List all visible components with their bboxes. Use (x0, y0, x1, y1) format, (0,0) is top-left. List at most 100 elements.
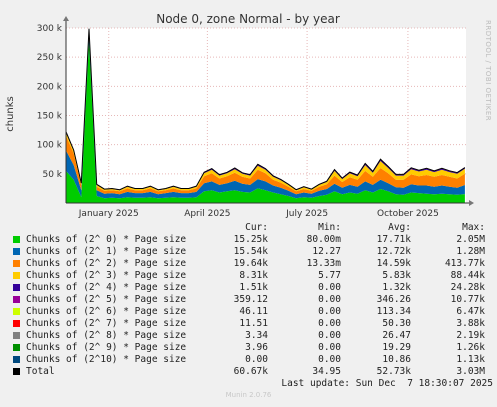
legend-row: Chunks of (2^ 6) * Page size 46.11 0.00 113… (10, 306, 490, 318)
header-cur: Cur: (245, 222, 268, 233)
legend-rows: Chunks of (2^ 0) * Page size 15.25k 80.00m… (10, 234, 490, 378)
legend-swatch (13, 284, 20, 291)
legend-row: Chunks of (2^ 1) * Page size 15.54k 12.27 1… (10, 246, 490, 258)
legend-avg: 52.73k (376, 366, 411, 377)
legend-max: 10.77k (450, 294, 485, 305)
legend-cur: 3.96 (245, 342, 268, 353)
y-tick-label: 300 k (37, 24, 63, 34)
legend-min: 5.77 (318, 270, 341, 281)
legend-min: 80.00m (306, 234, 341, 245)
legend-max: 1.28M (456, 246, 485, 257)
legend-avg: 1.32k (382, 282, 411, 293)
legend-swatch (13, 368, 20, 375)
x-tick-label: July 2025 (285, 209, 328, 219)
legend-series-name: Chunks of (2^10) * Page size (26, 354, 187, 365)
legend-min: 0.00 (318, 282, 341, 293)
legend-avg: 19.29 (382, 342, 411, 353)
legend-series-name: Chunks of (2^ 1) * Page size (26, 246, 187, 257)
y-tick-label: 250 k (37, 53, 63, 63)
stacked-areas (65, 28, 466, 204)
legend-header: Cur: Min: Avg: Max: (10, 222, 490, 234)
legend-min: 34.95 (312, 366, 341, 377)
legend-max: 3.88k (456, 318, 485, 329)
legend-row: Chunks of (2^ 0) * Page size 15.25k 80.00m… (10, 234, 490, 246)
legend-min: 12.27 (312, 246, 341, 257)
x-tick-label: January 2025 (78, 209, 139, 219)
y-axis-arrow (63, 16, 69, 21)
legend-swatch (13, 248, 20, 255)
legend-series-name: Total (26, 366, 55, 377)
legend-avg: 26.47 (382, 330, 411, 341)
legend-min: 0.00 (318, 342, 341, 353)
series-area (66, 30, 465, 195)
legend-row: Total 60.67k 34.95 52.73k 3.03M (10, 366, 490, 378)
legend-series-name: Chunks of (2^ 9) * Page size (26, 342, 187, 353)
legend-avg: 12.72k (376, 246, 411, 257)
x-tick-label: October 2025 (377, 209, 439, 219)
legend-cur: 3.34 (245, 330, 268, 341)
legend-avg: 14.59k (376, 258, 411, 269)
legend-row: Chunks of (2^ 2) * Page size 19.64k 13.33m… (10, 258, 490, 270)
legend-min: 0.00 (318, 354, 341, 365)
legend-row: Chunks of (2^ 5) * Page size 359.12 0.00 34… (10, 294, 490, 306)
legend-swatch (13, 332, 20, 339)
series-area (66, 29, 465, 192)
legend-swatch (13, 308, 20, 315)
legend-row: Chunks of (2^ 7) * Page size 11.51 0.00 50.… (10, 318, 490, 330)
legend-swatch (13, 296, 20, 303)
y-axis-label: chunks (5, 96, 16, 132)
legend-series-name: Chunks of (2^ 8) * Page size (26, 330, 187, 341)
y-tick-label: 100 k (37, 141, 63, 151)
legend-series-name: Chunks of (2^ 4) * Page size (26, 282, 187, 293)
legend: Cur: Min: Avg: Max: Chunks of (2^ 0) * P… (10, 222, 490, 378)
legend-max: 3.03M (456, 366, 485, 377)
legend-avg: 17.71k (376, 234, 411, 245)
legend-avg: 113.34 (376, 306, 411, 317)
legend-avg: 5.83k (382, 270, 411, 281)
legend-series-name: Chunks of (2^ 0) * Page size (26, 234, 187, 245)
chart-title: Node 0, zone Normal - by year (156, 12, 340, 26)
legend-row: Chunks of (2^ 8) * Page size 3.34 0.00 26.4… (10, 330, 490, 342)
y-tick-label: 150 k (37, 112, 63, 122)
legend-cur: 11.51 (239, 318, 268, 329)
legend-series-name: Chunks of (2^ 7) * Page size (26, 318, 187, 329)
legend-series-name: Chunks of (2^ 3) * Page size (26, 270, 187, 281)
legend-series-name: Chunks of (2^ 2) * Page size (26, 258, 187, 269)
legend-min: 0.00 (318, 318, 341, 329)
munin-version: Munin 2.0.76 (225, 391, 272, 399)
header-avg: Avg: (388, 222, 411, 233)
legend-max: 1.26k (456, 342, 485, 353)
legend-series-name: Chunks of (2^ 6) * Page size (26, 306, 187, 317)
legend-swatch (13, 356, 20, 363)
x-axis-arrow (469, 200, 474, 206)
header-min: Min: (318, 222, 341, 233)
legend-swatch (13, 272, 20, 279)
legend-row: Chunks of (2^ 4) * Page size 1.51k 0.00 1.3… (10, 282, 490, 294)
legend-swatch (13, 260, 20, 267)
grid (66, 27, 466, 203)
legend-avg: 346.26 (376, 294, 411, 305)
legend-min: 0.00 (318, 294, 341, 305)
x-tick-label: April 2025 (184, 209, 230, 219)
legend-max: 2.19k (456, 330, 485, 341)
legend-row: Chunks of (2^ 9) * Page size 3.96 0.00 19.2… (10, 342, 490, 354)
total-line (65, 28, 466, 191)
legend-swatch (13, 320, 20, 327)
rrdtool-side-label: RRDTOOL / TOBI OETIKER (484, 20, 492, 121)
legend-max: 88.44k (450, 270, 485, 281)
legend-max: 2.05M (456, 234, 485, 245)
legend-cur: 60.67k (233, 366, 268, 377)
legend-min: 13.33m (306, 258, 341, 269)
legend-cur: 0.00 (245, 354, 268, 365)
legend-cur: 19.64k (233, 258, 268, 269)
legend-cur: 8.31k (239, 270, 268, 281)
header-max: Max: (462, 222, 485, 233)
legend-min: 0.00 (318, 330, 341, 341)
legend-max: 1.13k (456, 354, 485, 365)
legend-cur: 15.54k (233, 246, 268, 257)
legend-row: Chunks of (2^10) * Page size 0.00 0.00 10.8… (10, 354, 490, 366)
legend-max: 24.28k (450, 282, 485, 293)
axes: 50 k 100 k 150 k 200 k 250 k 300 k January 202… (37, 16, 474, 219)
legend-row: Chunks of (2^ 3) * Page size 8.31k 5.77 5.8… (10, 270, 490, 282)
